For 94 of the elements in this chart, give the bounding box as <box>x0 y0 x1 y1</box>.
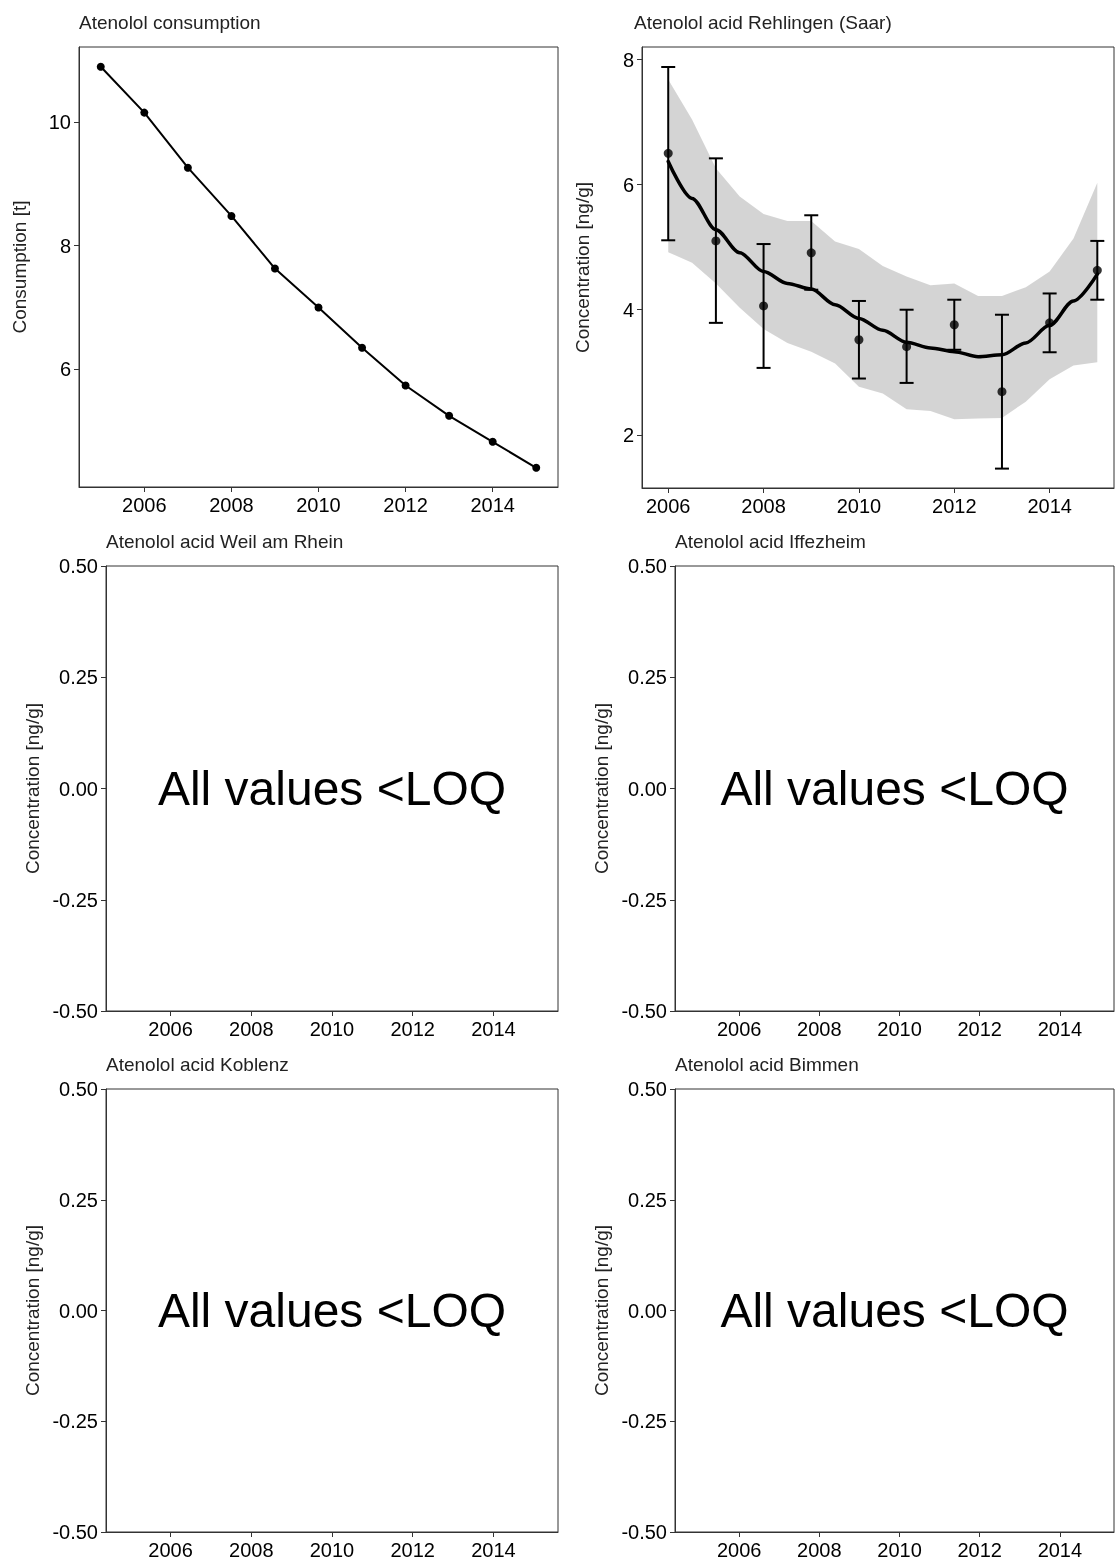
x-tick-label: 2006 <box>645 495 691 517</box>
y-tick-label: 0.25 <box>59 1188 98 1211</box>
x-tick-label: 2008 <box>741 495 786 517</box>
annotation: All values <LOQ <box>720 1284 1069 1337</box>
annotation: All values <LOQ <box>157 1284 507 1337</box>
y-tick-label: -0.50 <box>52 1521 98 1543</box>
x-tick-label: 2014 <box>470 494 515 516</box>
point <box>488 437 497 446</box>
point <box>997 387 1007 397</box>
y-tick-label: -0.50 <box>621 1000 667 1022</box>
y-tick-label: 0.25 <box>628 1188 667 1211</box>
y-tick-label: 8 <box>622 48 634 71</box>
chart-title: Atenolol acid Rehlingen (Saar) <box>634 12 892 33</box>
x-tick-label: 2010 <box>836 495 882 517</box>
point <box>902 342 912 352</box>
chart-title: Atenolol acid Iffezheim <box>675 531 866 552</box>
y-tick-label: -0.25 <box>621 1410 667 1433</box>
point <box>140 108 149 117</box>
annotation: All values <LOQ <box>720 762 1069 815</box>
point <box>358 343 367 352</box>
x-tick-label: 2008 <box>797 1539 842 1561</box>
x-tick-label: 2006 <box>122 494 167 516</box>
x-tick-label: 2012 <box>932 495 977 517</box>
point <box>270 264 279 273</box>
x-tick-label: 2006 <box>716 1018 762 1040</box>
x-tick-label: 2006 <box>148 1018 193 1040</box>
x-tick-label: 2012 <box>390 1018 435 1040</box>
point <box>314 303 323 312</box>
y-tick-label: 4 <box>622 298 634 321</box>
point <box>759 301 769 311</box>
y-axis-title: Concentration [ng/g] <box>572 181 593 354</box>
point <box>227 211 236 220</box>
point <box>949 320 959 330</box>
y-axis-title: Concentration [ng/g] <box>590 1224 612 1397</box>
x-tick-label: 2010 <box>877 1018 922 1040</box>
y-tick-label: 0.00 <box>59 777 98 800</box>
x-tick-label: 2014 <box>1037 1018 1083 1040</box>
y-tick-label: 0.50 <box>59 1078 98 1100</box>
x-tick-label: 2014 <box>471 1018 516 1040</box>
x-tick-label: 2008 <box>209 494 254 516</box>
y-tick-label: 0.50 <box>59 555 98 577</box>
point <box>401 381 410 390</box>
y-tick-label: -0.25 <box>52 888 98 911</box>
point <box>663 148 673 158</box>
point <box>854 335 864 345</box>
y-axis-title: Concentration [ng/g] <box>21 702 43 875</box>
x-tick-label: 2008 <box>229 1539 274 1561</box>
y-tick-label: 0.25 <box>628 666 667 689</box>
x-tick-label: 2014 <box>471 1539 516 1561</box>
chart-title: Atenolol acid Weil am Rhein <box>106 531 344 552</box>
x-tick-label: 2010 <box>296 494 341 516</box>
point <box>806 248 816 258</box>
y-tick-label: 0.00 <box>628 1299 667 1322</box>
chart-title: Atenolol consumption <box>79 12 261 33</box>
y-tick-label: 6 <box>622 173 634 196</box>
y-tick-label: 6 <box>59 358 71 381</box>
x-tick-label: 2012 <box>390 1539 435 1561</box>
y-axis-title: Concentration [ng/g] <box>21 1224 43 1397</box>
y-tick-label: -0.50 <box>621 1521 667 1543</box>
x-tick-label: 2008 <box>229 1018 274 1040</box>
chart-title: Atenolol acid Bimmen <box>675 1054 859 1075</box>
point <box>96 62 105 71</box>
x-tick-label: 2014 <box>1027 495 1072 517</box>
chart-title: Atenolol acid Koblenz <box>106 1054 289 1075</box>
y-tick-label: 0.00 <box>628 777 667 800</box>
y-axis-title: Concentration [ng/g] <box>590 702 612 875</box>
x-tick-label: 2006 <box>148 1539 193 1561</box>
x-tick-label: 2010 <box>309 1539 355 1561</box>
point <box>532 463 541 472</box>
point <box>445 411 454 420</box>
x-tick-label: 2006 <box>716 1539 762 1561</box>
y-tick-label: 10 <box>48 110 71 133</box>
x-tick-label: 2010 <box>877 1539 922 1561</box>
x-tick-label: 2012 <box>957 1018 1002 1040</box>
x-tick-label: 2012 <box>957 1539 1002 1561</box>
x-tick-label: 2012 <box>383 494 428 516</box>
x-tick-label: 2014 <box>1037 1539 1083 1561</box>
y-tick-label: 2 <box>622 423 634 446</box>
y-tick-label: -0.50 <box>52 1000 98 1022</box>
y-axis-title: Consumption [t] <box>9 200 30 334</box>
x-tick-label: 2010 <box>309 1018 355 1040</box>
point <box>183 163 192 172</box>
point <box>711 236 721 246</box>
y-tick-label: -0.25 <box>621 888 667 911</box>
y-tick-label: 8 <box>59 234 71 257</box>
point <box>1092 265 1102 275</box>
y-tick-label: -0.25 <box>52 1410 98 1433</box>
y-tick-label: 0.50 <box>628 1078 667 1100</box>
y-tick-label: 0.50 <box>628 555 667 577</box>
y-tick-label: 0.25 <box>59 666 98 689</box>
annotation: All values <LOQ <box>157 762 507 815</box>
point <box>1045 318 1055 328</box>
x-tick-label: 2008 <box>797 1018 842 1040</box>
y-tick-label: 0.00 <box>59 1299 98 1322</box>
